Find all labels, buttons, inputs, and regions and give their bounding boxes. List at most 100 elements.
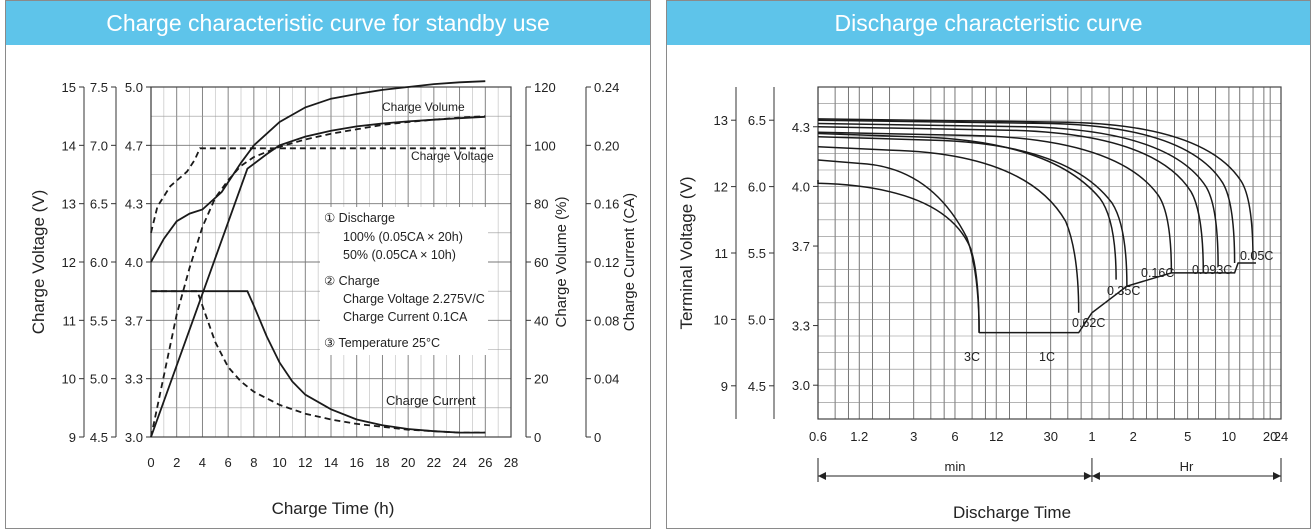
y-tick-label: 13 [714, 113, 728, 128]
charge-chart-panel: Charge characteristic curve for standby … [5, 0, 651, 529]
charge-chart-title: Charge characteristic curve for standby … [6, 1, 650, 45]
y-tick-label: 15 [62, 80, 76, 95]
y-tick-label: 10 [62, 372, 76, 387]
y-tick-label: 5.0 [90, 372, 108, 387]
x-tick-label: 20 [1263, 429, 1277, 444]
y-tick-label: 0.12 [594, 255, 619, 270]
discharge-curve [817, 119, 1236, 264]
x-tick-label: 26 [478, 455, 492, 470]
x-tick-label: 24 [452, 455, 466, 470]
x-tick-label: 14 [324, 455, 338, 470]
y-tick-label: 120 [534, 80, 556, 95]
y-tick-label: 12 [62, 255, 76, 270]
range-label-min: min [944, 459, 965, 474]
label-charge-volume: Charge Volume [382, 100, 465, 114]
x-axis-title: Discharge Time [953, 503, 1071, 522]
x-tick-label: 1 [1088, 429, 1095, 444]
x-tick-label: 6 [225, 455, 232, 470]
y-tick-label: 12 [714, 180, 728, 195]
y-tick-label: 4.5 [748, 379, 766, 394]
x-tick-label: 28 [504, 455, 518, 470]
x-tick-label: 5 [1184, 429, 1191, 444]
y-axis-title: Charge Volume (%) [553, 197, 570, 328]
y-tick-label: 4.7 [125, 138, 143, 153]
curve-volume-solid [150, 115, 486, 438]
x-tick-label: 12 [298, 455, 312, 470]
x-tick-label: 22 [427, 455, 441, 470]
y-tick-label: 0.04 [594, 372, 619, 387]
curve-current-dashed [151, 290, 486, 434]
curve-label: 0.35C [1107, 284, 1140, 298]
y-tick-label: 4.0 [125, 255, 143, 270]
y-tick-label: 0.24 [594, 80, 619, 95]
discharge-curve [817, 132, 1117, 280]
y-tick-label: 7.5 [90, 80, 108, 95]
legend-box [320, 207, 488, 355]
y-tick-label: 4.3 [125, 197, 143, 212]
x-tick-label: 12 [989, 429, 1003, 444]
legend-discharge-2: 50% (0.05CA × 10h) [343, 248, 456, 262]
curve-current-solid [151, 290, 486, 434]
discharge-curve [817, 122, 1219, 267]
curve-label: 0.05C [1240, 249, 1273, 263]
curve-label: 0.093C [1192, 263, 1232, 277]
discharge-curve [817, 126, 1205, 273]
x-tick-label: 2 [173, 455, 180, 470]
legend-temperature: ③ Temperature 25°C [324, 336, 440, 350]
x-tick-label: 1.2 [850, 429, 868, 444]
legend-charge-title: ② Charge [324, 274, 380, 288]
y-tick-label: 5.5 [90, 313, 108, 328]
y-tick-label: 6.0 [748, 180, 766, 195]
y-tick-label: 0.08 [594, 313, 619, 328]
y-tick-label: 40 [534, 313, 548, 328]
legend-discharge-title: ① Discharge [324, 211, 395, 225]
y-tick-label: 11 [63, 313, 77, 328]
x-tick-label: 8 [250, 455, 257, 470]
x-tick-label: 0 [147, 455, 154, 470]
y-tick-label: 13 [62, 197, 76, 212]
y-tick-label: 6.5 [748, 113, 766, 128]
curve-label: 1C [1039, 350, 1055, 364]
y-tick-label: 0 [594, 430, 601, 445]
discharge-curve [817, 136, 1128, 287]
x-tick-label: 4 [199, 455, 206, 470]
x-tick-label: 0.6 [809, 429, 827, 444]
y-tick-label: 6.5 [90, 197, 108, 212]
y-tick-label: 0.16 [594, 197, 619, 212]
y-tick-label: 100 [534, 138, 556, 153]
y-tick-label: 3.7 [125, 313, 143, 328]
y-tick-label: 7.0 [90, 138, 108, 153]
y-axis-title: Terminal Voltage (V) [677, 176, 696, 329]
label-charge-current: Charge Current [386, 393, 476, 408]
x-tick-label: 24 [1274, 429, 1288, 444]
curve-label: 0.16C [1141, 266, 1174, 280]
x-tick-label: 6 [951, 429, 958, 444]
curve-label: 3C [964, 350, 980, 364]
legend-charge-2: Charge Current 0.1CA [343, 310, 468, 324]
curve-label: 0.62C [1072, 316, 1105, 330]
discharge-curve [817, 131, 1173, 273]
x-tick-label: 2 [1130, 429, 1137, 444]
y-tick-label: 80 [534, 197, 548, 212]
y-tick-label: 5.0 [125, 80, 143, 95]
y-tick-label: 3.0 [792, 378, 810, 393]
y-tick-label: 4.3 [792, 120, 810, 135]
x-tick-label: 10 [1222, 429, 1236, 444]
y-tick-label: 14 [62, 138, 76, 153]
y-tick-label: 3.7 [792, 239, 810, 254]
y-tick-label: 11 [715, 246, 729, 261]
x-tick-label: 20 [401, 455, 415, 470]
legend-charge-1: Charge Voltage 2.275V/C [343, 292, 485, 306]
y-tick-label: 3.3 [792, 319, 810, 334]
y-tick-label: 5.0 [748, 312, 766, 327]
x-tick-label: 30 [1043, 429, 1057, 444]
discharge-curve [817, 146, 1080, 313]
y-tick-label: 10 [714, 312, 728, 327]
y-axis-title: Charge Voltage (V) [29, 190, 48, 335]
label-charge-voltage: Charge Voltage [411, 149, 494, 163]
x-tick-label: 10 [272, 455, 286, 470]
discharge-chart-panel: Discharge characteristic curve 0.6 1.2 3 6 1… [666, 0, 1311, 529]
y-tick-label: 5.5 [748, 246, 766, 261]
